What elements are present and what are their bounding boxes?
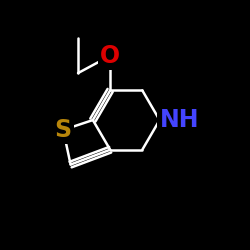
- Text: S: S: [55, 118, 72, 142]
- Text: O: O: [100, 44, 120, 68]
- Text: NH: NH: [160, 108, 199, 132]
